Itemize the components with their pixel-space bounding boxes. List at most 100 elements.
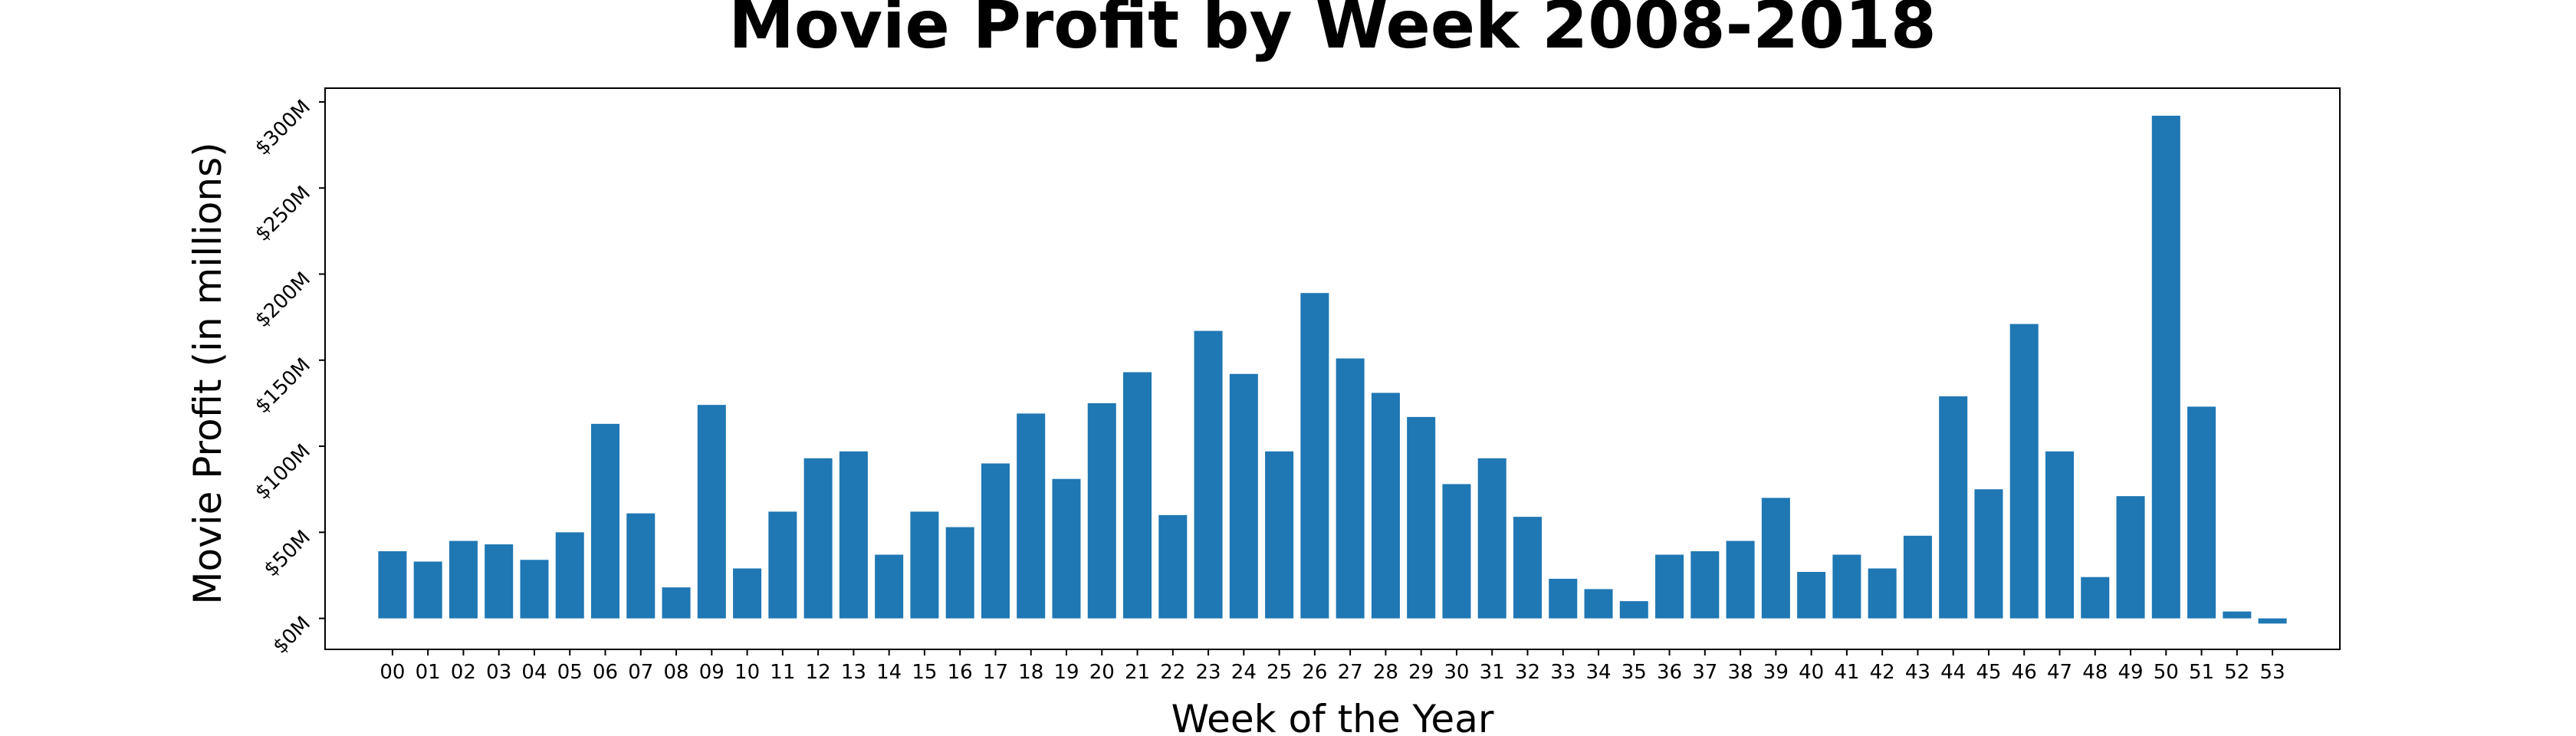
x-tick-label: 29 (1408, 661, 1434, 684)
bar-week-14 (875, 554, 904, 619)
x-tick-label: 15 (912, 661, 937, 684)
x-tick-label: 23 (1196, 661, 1221, 684)
x-tick-label: 49 (2118, 661, 2143, 684)
x-tick-label: 41 (1834, 661, 1859, 684)
x-tick-label: 44 (1940, 661, 1966, 684)
x-axis-ticks: 00 01 02 03 04 05 06 07 08 09 10 11 12 13 14 15 16 17 18 19… (380, 649, 2285, 684)
bar-week-53 (2258, 618, 2287, 624)
bars (378, 115, 2287, 624)
x-tick-label: 16 (948, 661, 973, 684)
y-tick-label: $150M (251, 354, 315, 419)
x-tick-label: 37 (1692, 661, 1717, 684)
bar-week-47 (2045, 451, 2074, 619)
y-tick-label: $0M (268, 612, 314, 658)
bar-week-40 (1797, 571, 1826, 619)
bar-week-33 (1549, 578, 1578, 619)
x-tick-label: 07 (628, 661, 653, 684)
bar-week-06 (591, 423, 620, 619)
bar-week-12 (803, 458, 833, 619)
bar-week-24 (1229, 373, 1258, 619)
x-tick-label: 01 (416, 661, 441, 684)
x-tick-label: 04 (521, 661, 547, 684)
bar-week-34 (1584, 589, 1613, 619)
x-tick-label: 19 (1053, 661, 1079, 684)
x-tick-label: 10 (734, 661, 760, 684)
x-tick-label: 47 (2047, 661, 2072, 684)
plot-area-frame (324, 87, 2341, 650)
bar-week-09 (697, 405, 726, 619)
bar-week-04 (520, 560, 549, 619)
bar-week-43 (1903, 535, 1932, 619)
bar-week-48 (2081, 577, 2110, 619)
bar-week-52 (2223, 611, 2252, 619)
bar-week-26 (1300, 293, 1329, 619)
y-tick-label: $100M (251, 440, 315, 504)
bar-week-35 (1619, 601, 1648, 619)
x-tick-label: 32 (1515, 661, 1540, 684)
bar-week-50 (2151, 115, 2180, 619)
bar-week-27 (1336, 358, 1365, 619)
x-tick-label: 11 (770, 661, 795, 684)
x-tick-label: 48 (2082, 661, 2108, 684)
bar-week-38 (1726, 540, 1755, 619)
x-tick-label: 25 (1267, 661, 1292, 684)
bar-week-03 (485, 544, 514, 619)
x-tick-label: 02 (451, 661, 476, 684)
bar-week-11 (768, 511, 797, 619)
x-tick-label: 43 (1905, 661, 1930, 684)
x-tick-label: 09 (699, 661, 724, 684)
chart-title: Movie Profit by Week 2008-2018 (728, 0, 1936, 64)
x-tick-label: 22 (1160, 661, 1185, 684)
bar-week-22 (1158, 514, 1188, 619)
x-tick-label: 52 (2224, 661, 2249, 684)
x-tick-label: 51 (2189, 661, 2214, 684)
x-tick-label: 28 (1373, 661, 1398, 684)
x-tick-label: 13 (841, 661, 866, 684)
x-tick-label: 03 (486, 661, 511, 684)
x-tick-label: 46 (2012, 661, 2037, 684)
bar-week-07 (626, 513, 656, 619)
bar-week-32 (1513, 517, 1542, 619)
bar-week-18 (1017, 413, 1046, 619)
bar-week-17 (981, 463, 1010, 619)
bar-week-10 (733, 568, 762, 619)
x-tick-label: 40 (1799, 661, 1824, 684)
bar-week-19 (1052, 478, 1081, 619)
bar-week-02 (449, 540, 478, 619)
bar-week-20 (1087, 402, 1116, 619)
x-tick-label: 12 (806, 661, 831, 684)
x-tick-label: 27 (1338, 661, 1363, 684)
x-tick-label: 33 (1550, 661, 1576, 684)
bar-week-21 (1123, 372, 1152, 619)
x-tick-label: 39 (1763, 661, 1789, 684)
x-tick-label: 17 (983, 661, 1008, 684)
bar-week-41 (1832, 554, 1861, 619)
bar-week-37 (1691, 551, 1720, 619)
x-tick-label: 08 (664, 661, 689, 684)
x-tick-label: 36 (1657, 661, 1682, 684)
y-tick-label: $50M (260, 526, 315, 581)
bar-week-51 (2187, 406, 2216, 619)
bar-week-49 (2116, 496, 2145, 619)
y-tick-label: $200M (251, 268, 315, 332)
bar-week-31 (1477, 458, 1506, 619)
bar-week-08 (662, 587, 691, 619)
x-tick-label: 00 (380, 661, 405, 684)
y-axis-label: Movie Profit (in millions) (186, 142, 230, 604)
bar-week-45 (1974, 489, 2003, 619)
y-tick-label: $250M (251, 182, 315, 246)
x-tick-label: 20 (1089, 661, 1115, 684)
x-tick-label: 53 (2260, 661, 2285, 684)
x-tick-label: 35 (1622, 661, 1647, 684)
x-tick-label: 42 (1870, 661, 1895, 684)
bar-week-00 (378, 551, 407, 619)
bar-week-30 (1442, 484, 1471, 619)
bar-week-25 (1265, 451, 1294, 619)
x-tick-label: 14 (876, 661, 902, 684)
x-tick-label: 26 (1302, 661, 1327, 684)
x-tick-label: 50 (2154, 661, 2179, 684)
x-tick-label: 05 (557, 661, 583, 684)
x-tick-label: 38 (1728, 661, 1753, 684)
bar-week-01 (413, 561, 442, 619)
